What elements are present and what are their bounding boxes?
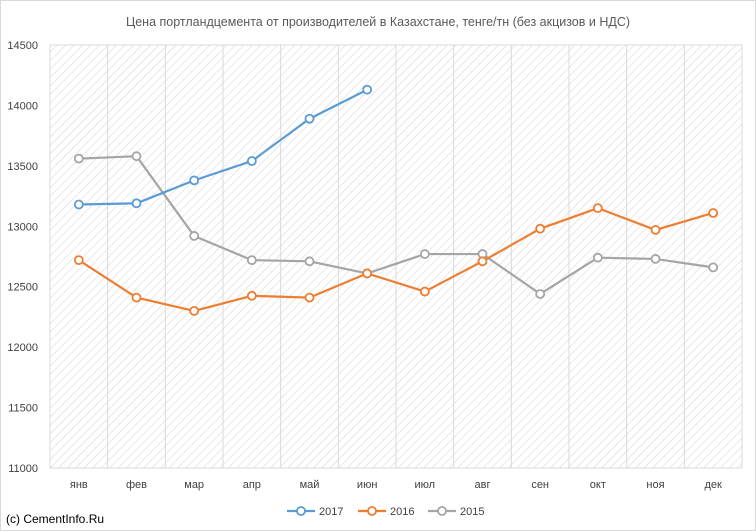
x-tick-label: дек (704, 479, 722, 491)
series-2016 (73, 203, 719, 316)
y-axis-ticks: 11000 11500 12000 12500 13000 13500 14000 14500 (7, 40, 38, 475)
data-point (246, 156, 257, 166)
y-tick-label: 14500 (7, 40, 38, 52)
legend-item: 2016 (358, 506, 414, 518)
legend-marker (437, 506, 447, 516)
legend-marker (367, 506, 377, 516)
data-point (131, 292, 142, 303)
data-point (362, 84, 373, 95)
legend-item: 2017 (287, 506, 343, 518)
source-credit: (c) CementInfo.Ru (6, 512, 104, 526)
x-axis-ticks: янв фев мар апр май июн июл авг сен окт ноя дек (70, 479, 722, 491)
x-tick-label: июл (415, 479, 436, 491)
data-point (189, 231, 200, 241)
x-tick-label: окт (590, 479, 606, 491)
data-point (419, 249, 430, 259)
series-layer (73, 84, 719, 316)
data-point (131, 198, 142, 209)
data-point (189, 305, 200, 316)
y-tick-label: 12000 (7, 342, 38, 354)
data-point (650, 225, 661, 235)
series-2017 (73, 84, 373, 210)
data-point (592, 252, 603, 263)
data-point (304, 292, 315, 303)
data-point (650, 254, 661, 264)
x-tick-label: ноя (646, 479, 664, 491)
legend-marker (296, 506, 306, 516)
legend-label: 2015 (460, 506, 484, 518)
data-point (246, 290, 257, 301)
legend-label: 2016 (390, 506, 414, 518)
y-tick-label: 12500 (7, 282, 38, 294)
series-line (78, 88, 368, 206)
data-point (73, 153, 84, 164)
x-tick-label: май (300, 479, 320, 491)
data-point (73, 199, 84, 210)
x-tick-label: сен (531, 479, 549, 491)
y-tick-label: 11000 (8, 463, 38, 475)
x-tick-label: июн (357, 479, 377, 491)
legend: 2017 2016 2015 (287, 506, 484, 518)
y-tick-label: 13000 (7, 221, 38, 233)
data-point (362, 268, 373, 279)
x-tick-label: фев (126, 479, 147, 491)
x-tick-label: авг (475, 479, 491, 491)
data-point (708, 262, 719, 273)
grid-lines (49, 44, 743, 469)
x-tick-label: мар (184, 479, 204, 491)
data-point (304, 113, 315, 124)
data-point (189, 175, 200, 186)
x-tick-label: апр (243, 479, 261, 491)
data-point (131, 151, 142, 162)
chart-title: Цена портландцемента от производителей в… (126, 15, 630, 29)
y-tick-label: 14000 (7, 100, 38, 112)
x-tick-label: янв (70, 479, 88, 491)
data-point (477, 256, 488, 267)
legend-label: 2017 (319, 506, 343, 518)
data-point (246, 255, 257, 266)
y-tick-label: 13500 (7, 161, 38, 173)
legend-item: 2015 (428, 506, 484, 518)
plot-border (49, 44, 743, 469)
data-point (708, 208, 719, 218)
data-point (73, 255, 84, 266)
data-point (535, 289, 546, 299)
data-point (304, 256, 315, 267)
data-point (535, 223, 546, 234)
series-line (78, 155, 714, 296)
data-point (592, 203, 603, 214)
data-point (419, 286, 430, 297)
y-tick-label: 11500 (8, 403, 38, 415)
series-line (78, 207, 714, 312)
